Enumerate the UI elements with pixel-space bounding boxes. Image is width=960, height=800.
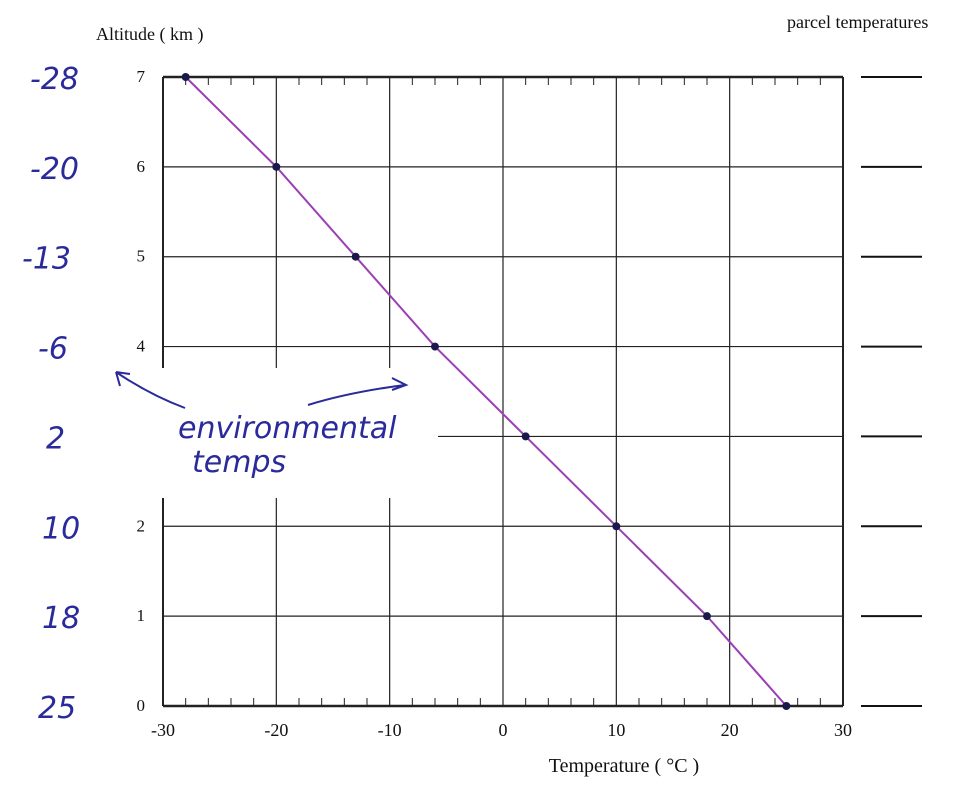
handwritten-value: 10 <box>42 511 80 546</box>
data-point <box>181 73 190 81</box>
handwritten-value: 2 <box>46 421 65 456</box>
handwritten-value: -13 <box>22 242 71 277</box>
x-tick-label: -20 <box>264 720 288 740</box>
data-point <box>521 432 530 441</box>
y-tick-label: 5 <box>137 247 146 266</box>
y-tick-label: 4 <box>137 337 146 356</box>
x-tick-label: 20 <box>721 720 739 740</box>
right-column-label: parcel temperatures <box>787 12 928 32</box>
handwritten-value: -28 <box>30 62 79 97</box>
data-point <box>272 162 281 171</box>
annotation-text: temps <box>192 445 286 480</box>
x-tick-label: -30 <box>151 720 175 740</box>
data-point <box>703 612 711 621</box>
x-tick-label: 0 <box>499 720 508 740</box>
y-tick-label: 6 <box>137 157 146 176</box>
annotation-background <box>150 368 438 498</box>
x-tick-label: 30 <box>834 720 852 740</box>
data-point <box>782 702 791 710</box>
handwritten-value: -6 <box>38 332 68 367</box>
y-tick-label: 7 <box>137 67 146 86</box>
annotation-text: environmental <box>178 411 397 446</box>
handwritten-value: 18 <box>42 601 80 636</box>
data-point <box>612 522 621 531</box>
x-axis-label: Temperature ( °C ) <box>549 755 699 777</box>
x-tick-label: 10 <box>607 720 625 740</box>
x-tick-label: -10 <box>378 720 402 740</box>
y-axis-label: Altitude ( km ) <box>96 24 203 45</box>
data-point <box>351 252 360 261</box>
series-line <box>184 76 788 707</box>
y-tick-label: 2 <box>137 516 146 535</box>
handwritten-value: -20 <box>30 152 79 187</box>
y-tick-label: 1 <box>137 606 146 625</box>
arrow-right-icon <box>307 377 409 406</box>
handwritten-value: 25 <box>38 691 76 726</box>
arrow-left-icon <box>115 371 186 409</box>
data-point <box>431 342 439 351</box>
y-tick-label: 0 <box>137 696 146 715</box>
